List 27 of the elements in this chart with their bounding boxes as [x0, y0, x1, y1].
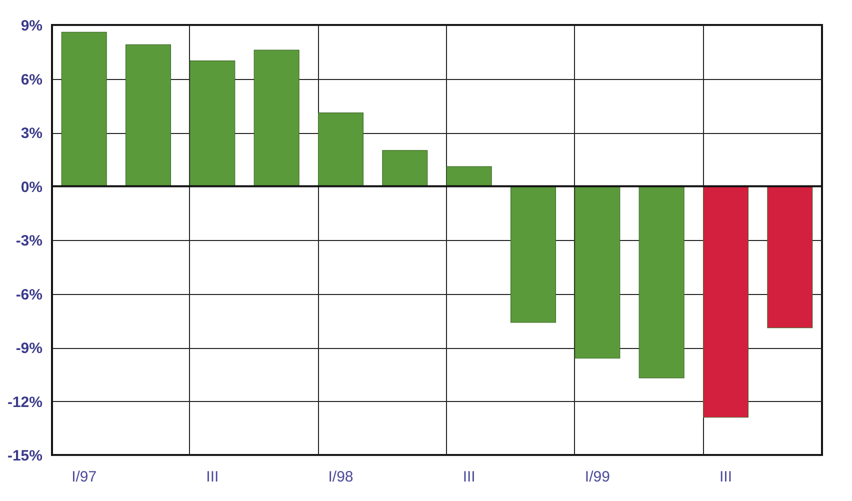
- x-tick-label: I/99: [584, 468, 610, 486]
- bar: [702, 186, 749, 418]
- bar: [382, 150, 428, 187]
- y-tick-label: 9%: [20, 18, 42, 34]
- bar: [510, 186, 556, 323]
- bar: [125, 44, 172, 187]
- bar: [767, 186, 813, 328]
- x-tick-label: III: [206, 468, 219, 486]
- x-tick-label: III: [462, 468, 476, 486]
- y-tick-label: -6%: [16, 286, 42, 304]
- y-tick-label: 6%: [20, 71, 42, 88]
- bar: [61, 32, 107, 187]
- y-tick-label: -3%: [16, 232, 42, 250]
- bar: [254, 50, 300, 187]
- y-tick-label: -9%: [16, 340, 42, 357]
- x-tick-label: I/98: [328, 468, 354, 486]
- bar: [318, 112, 364, 187]
- y-tick-label: 3%: [20, 125, 42, 142]
- y-tick-label: -15%: [7, 448, 42, 464]
- y-tick-label: -12%: [7, 394, 42, 411]
- bar: [574, 186, 620, 359]
- bar: [638, 186, 684, 378]
- x-tick-label: I/97: [72, 468, 97, 486]
- y-tick-label: 0%: [20, 178, 42, 196]
- x-tick-label: III: [719, 468, 732, 486]
- bar: [446, 166, 492, 187]
- bar: [190, 60, 236, 187]
